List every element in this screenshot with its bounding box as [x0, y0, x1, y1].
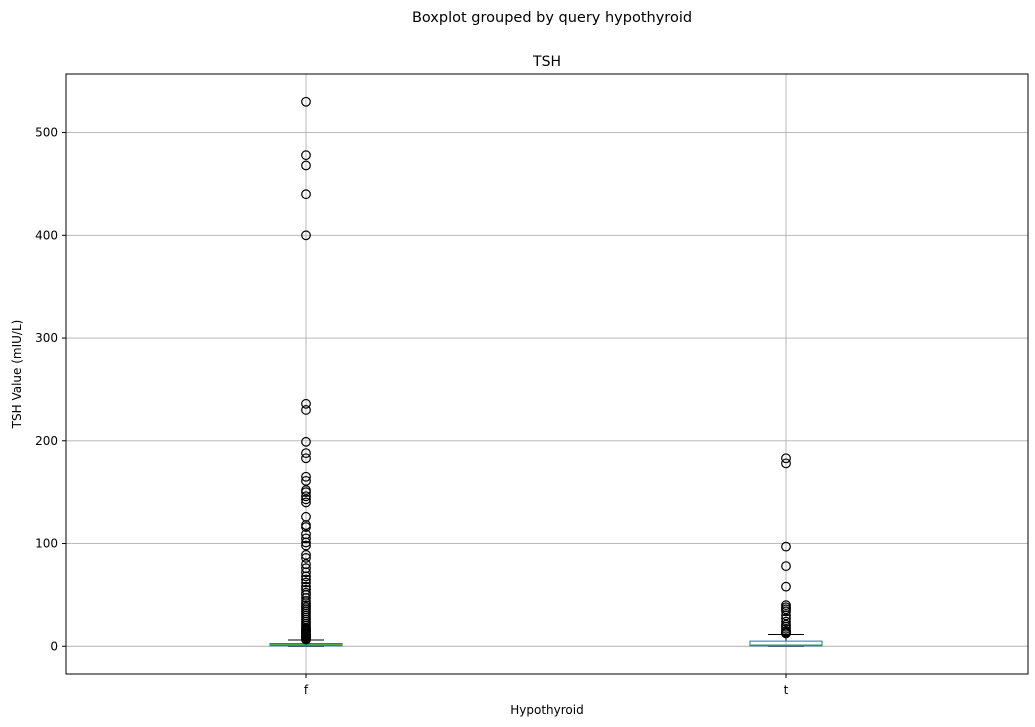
- x-axis-label: Hypothyroid: [510, 703, 583, 717]
- outlier-point: [301, 150, 311, 161]
- outlier-point: [301, 96, 311, 107]
- figure-suptitle: Boxplot grouped by query hypothyroid: [412, 10, 692, 26]
- outlier-point: [301, 487, 311, 498]
- x-tick-label: f: [304, 683, 309, 697]
- outlier-point: [781, 606, 791, 617]
- outlier-point: [781, 458, 791, 469]
- outlier-point: [301, 549, 311, 560]
- outlier-point: [301, 593, 311, 603]
- axes-frame: [65, 73, 1029, 675]
- outlier-point: [781, 616, 791, 627]
- outlier-point: [301, 497, 311, 508]
- outlier-point: [301, 230, 311, 241]
- outlier-point: [301, 475, 311, 486]
- outlier-point: [301, 634, 311, 645]
- ticks-layer: 0 100 200 300 400 500 f t: [35, 126, 789, 697]
- chart-title: TSH: [532, 54, 561, 70]
- y-tick-label: 200: [35, 434, 58, 448]
- outlier-point: [301, 398, 311, 409]
- outlier-point: [301, 471, 311, 482]
- y-tick-label: 300: [35, 331, 58, 345]
- x-tick-label: t: [784, 683, 789, 697]
- outlier-point: [301, 453, 311, 464]
- box-f: [269, 96, 343, 647]
- outlier-point: [301, 522, 311, 532]
- outlier-point: [301, 553, 311, 563]
- outlier-point: [301, 436, 311, 447]
- y-tick-label: 400: [35, 228, 58, 242]
- outlier-point: [301, 567, 311, 578]
- box-t: [749, 453, 823, 647]
- outlier-point: [301, 494, 311, 505]
- outlier-point: [301, 405, 311, 415]
- outlier-point: [301, 540, 311, 551]
- outlier-point: [301, 448, 311, 459]
- outlier-point: [301, 537, 311, 548]
- outlier-point: [781, 453, 791, 464]
- outlier-point: [301, 574, 311, 585]
- y-tick-label: 500: [35, 126, 58, 140]
- boxes-layer: [269, 96, 823, 647]
- outlier-point: [301, 189, 311, 200]
- grid-lines: [66, 74, 1028, 674]
- y-axis-label: TSH Value (mIU/L): [10, 320, 24, 430]
- outlier-point: [781, 561, 791, 572]
- y-tick-label: 0: [50, 639, 58, 653]
- y-tick-label: 100: [35, 537, 58, 551]
- outlier-point: [781, 628, 791, 639]
- outlier-point: [781, 610, 791, 621]
- outlier-point: [301, 533, 311, 544]
- outlier-point: [301, 577, 311, 588]
- outlier-point: [781, 581, 791, 592]
- outlier-point: [301, 491, 311, 502]
- outlier-point: [301, 571, 311, 582]
- outlier-point: [781, 541, 791, 552]
- outlier-point: [301, 160, 311, 171]
